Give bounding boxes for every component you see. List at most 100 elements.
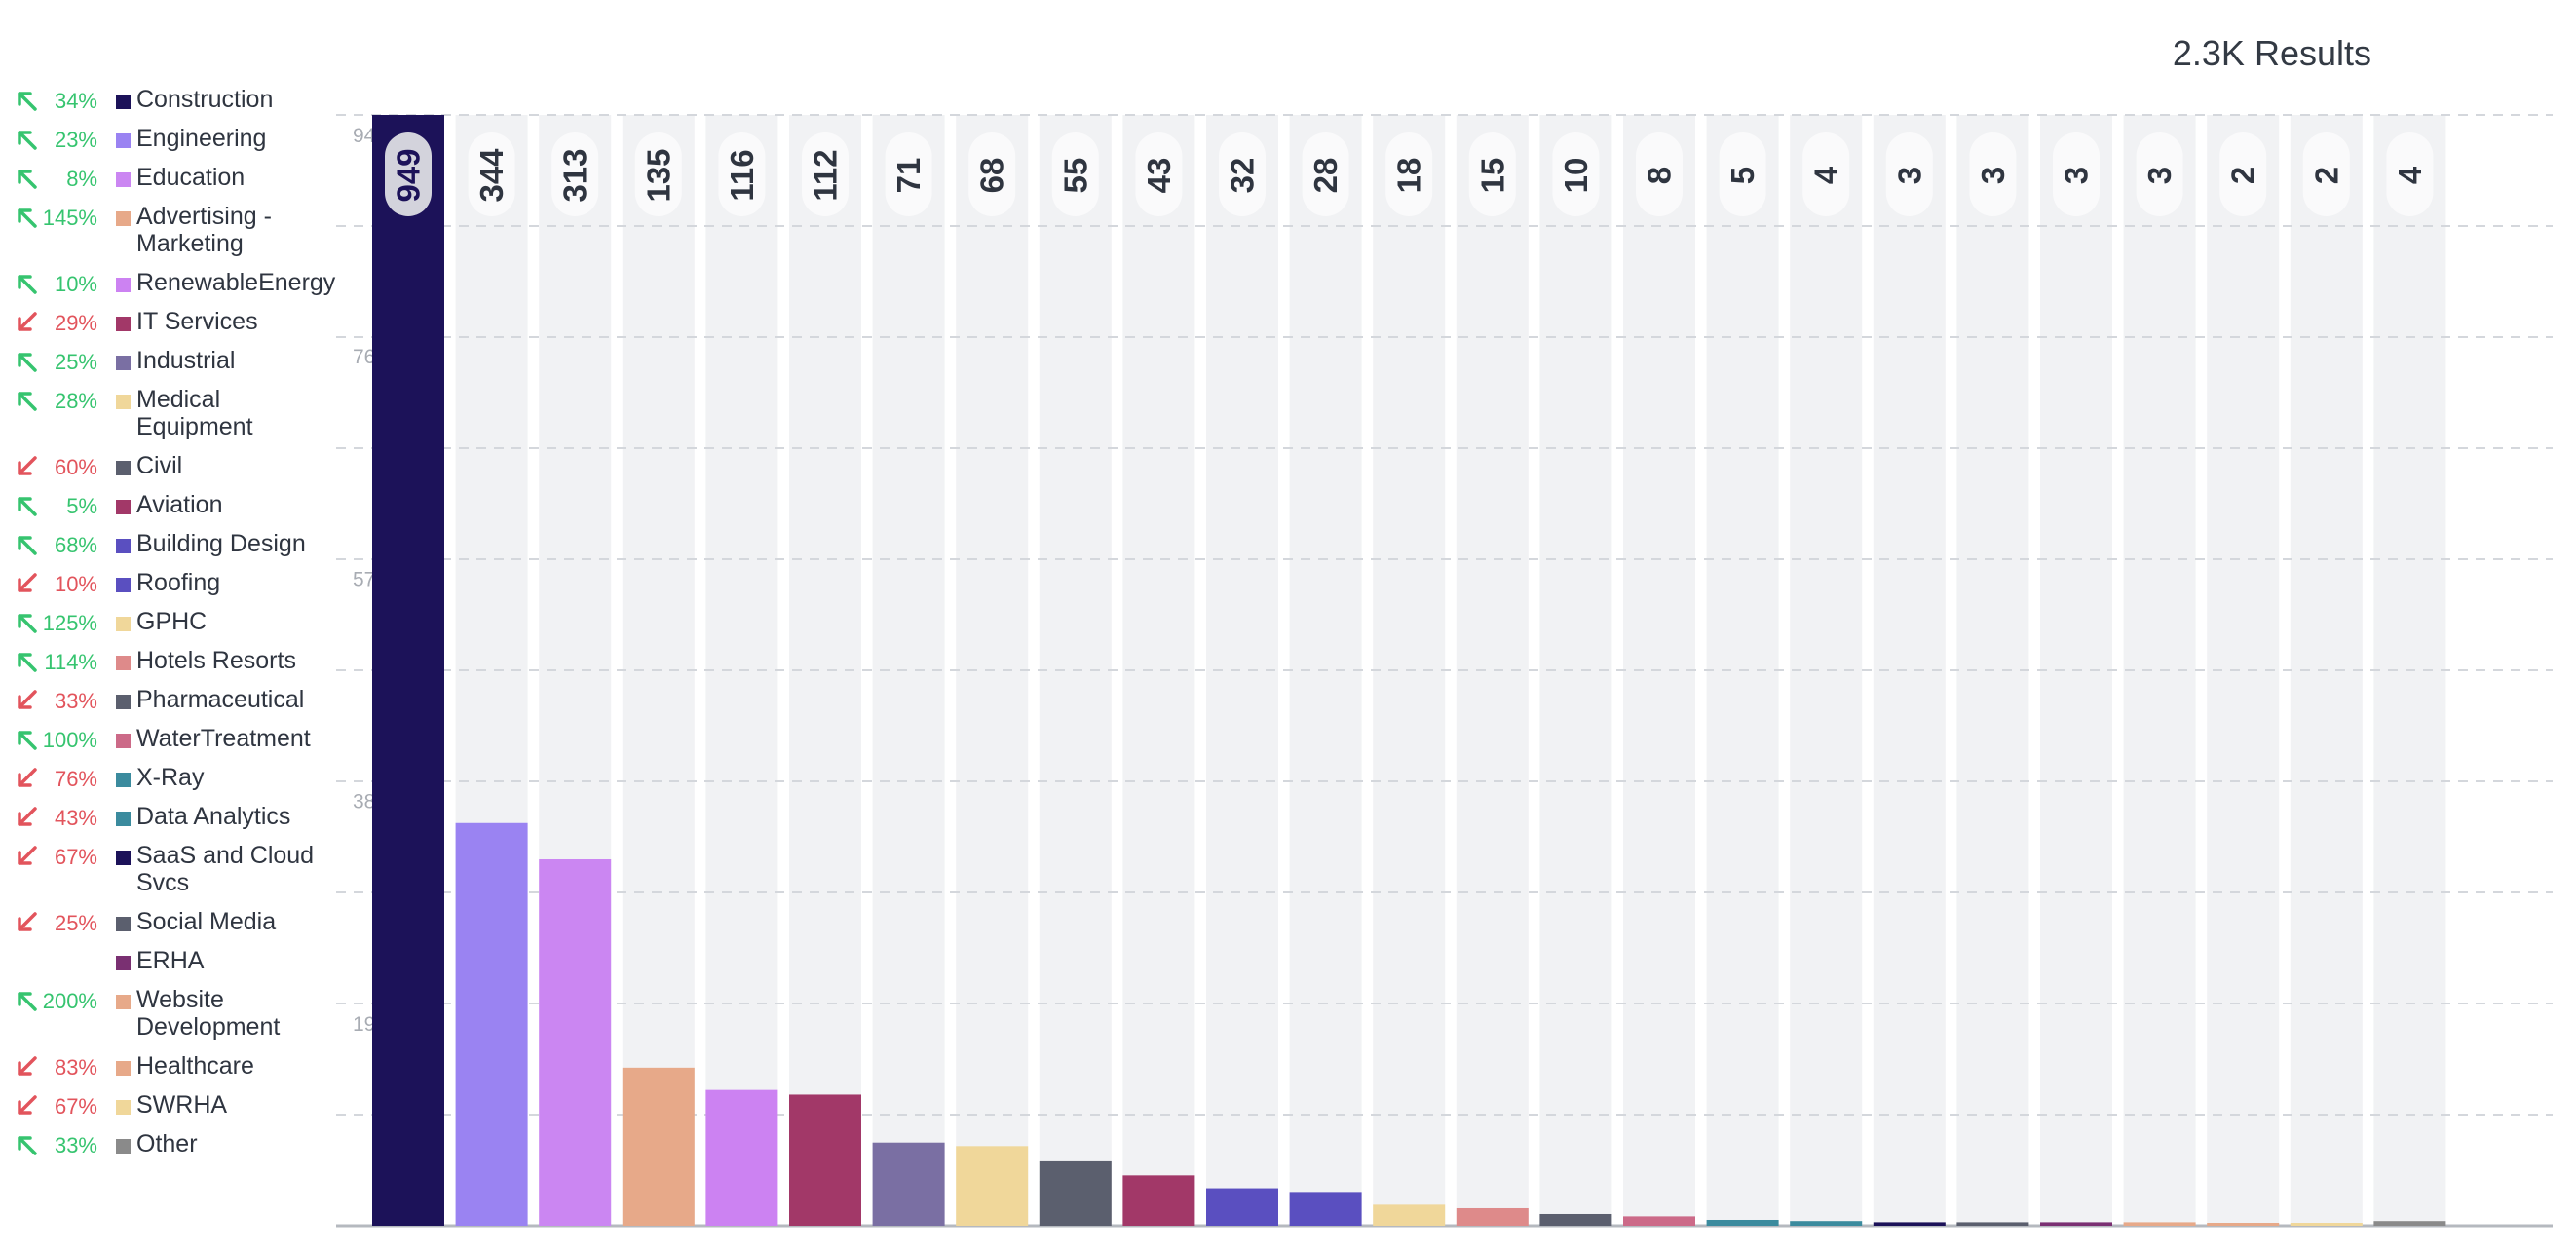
bar-value-pill	[2219, 132, 2267, 216]
trend-up-arrow-icon	[18, 170, 37, 189]
legend-change-percent: 28%	[54, 389, 97, 413]
trend-up-arrow-icon	[18, 392, 37, 411]
legend-change-percent: 125%	[42, 611, 97, 635]
bar-value-label: 5	[1724, 167, 1761, 184]
legend-swatch	[116, 172, 131, 187]
bar	[1122, 1175, 1195, 1226]
legend-label: Advertising - Marketing	[136, 203, 272, 257]
bar-value-label: 135	[640, 148, 676, 202]
legend-label: Website Development	[136, 986, 281, 1041]
bar-value-pill	[2136, 132, 2183, 216]
bar-value-pill	[385, 132, 432, 216]
legend-swatch	[116, 1100, 131, 1115]
legend-label: Engineering	[136, 125, 267, 152]
bar	[2373, 1221, 2446, 1226]
bar-value-pill	[1969, 132, 2017, 216]
bar-value-label: 4	[1808, 166, 1844, 184]
legend-label: IT Services	[136, 308, 258, 335]
bar-value-pill	[968, 132, 1016, 216]
trend-up-arrow-icon	[18, 731, 37, 750]
trend-up-arrow-icon	[18, 275, 37, 294]
legend-change-percent: 76%	[54, 767, 97, 791]
legend-swatch	[116, 356, 131, 370]
bar-value-pill	[1302, 132, 1349, 216]
legend-change-percent: 100%	[42, 728, 97, 752]
bar-value-pill	[468, 132, 515, 216]
legend-label: Construction	[136, 86, 274, 113]
bar-value-pill	[718, 132, 766, 216]
legend-change-percent: 67%	[54, 1094, 97, 1118]
legend-label: GPHC	[136, 608, 208, 635]
legend-change-percent: 33%	[54, 689, 97, 713]
trend-down-arrow-icon	[18, 807, 37, 826]
bar	[1539, 1213, 1612, 1226]
trend-up-arrow-icon	[18, 992, 37, 1011]
trend-up-arrow-icon	[18, 1136, 37, 1155]
legend-change-percent: 34%	[54, 89, 97, 113]
legend-swatch	[116, 656, 131, 670]
bar-value-pill	[1135, 132, 1183, 216]
trend-down-arrow-icon	[18, 1095, 37, 1115]
bar-value-pill	[2053, 132, 2100, 216]
legend-change-percent: 10%	[54, 572, 97, 596]
bar-value-label: 3	[1975, 167, 2011, 184]
legend-label: Hotels Resorts	[136, 647, 296, 674]
bar-value-label: 112	[808, 149, 844, 201]
bar-value-pill	[1636, 132, 1683, 216]
bar-value-pill	[1468, 132, 1516, 216]
bar-value-pill	[2386, 132, 2434, 216]
bar-value-label: 949	[391, 148, 427, 202]
bar-value-label: 68	[974, 158, 1010, 194]
legend: 34% Construction 23% Engineering 8% Education…	[0, 0, 341, 1249]
bar-value-pill	[551, 132, 599, 216]
legend-swatch	[116, 1061, 131, 1076]
bar	[1373, 1204, 1446, 1226]
bar-value-pill	[1385, 132, 1433, 216]
legend-change-percent: 68%	[54, 533, 97, 557]
trend-up-arrow-icon	[18, 536, 37, 555]
legend-swatch	[116, 773, 131, 787]
trend-up-arrow-icon	[18, 208, 37, 228]
trend-down-arrow-icon	[18, 312, 37, 331]
trend-down-arrow-icon	[18, 846, 37, 865]
bar-value-label: 116	[724, 149, 760, 201]
bar	[372, 115, 444, 1226]
trend-up-arrow-icon	[18, 653, 37, 672]
legend-label: WaterTreatment	[136, 725, 311, 752]
bar	[539, 859, 612, 1226]
legend-swatch	[116, 500, 131, 514]
bar-value-label: 3	[2059, 167, 2095, 184]
bar	[1873, 1222, 1946, 1226]
legend-swatch	[116, 539, 131, 553]
legend-swatch	[116, 395, 131, 409]
bar-value-pill	[1885, 132, 1933, 216]
bar-value-label: 344	[474, 148, 510, 203]
legend-swatch	[116, 317, 131, 331]
bar	[455, 822, 528, 1226]
legend-label: Medical Equipment	[136, 386, 253, 440]
trend-down-arrow-icon	[18, 768, 37, 787]
bar	[705, 1089, 778, 1226]
bar-value-label: 2	[2308, 167, 2344, 184]
bar-value-pill	[885, 132, 932, 216]
legend-label: Roofing	[136, 569, 221, 596]
bar-value-label: 18	[1391, 158, 1427, 194]
bar-value-pill	[802, 132, 849, 216]
legend-swatch	[116, 812, 131, 826]
bar	[1456, 1207, 1529, 1226]
trend-down-arrow-icon	[18, 573, 37, 592]
trend-down-arrow-icon	[18, 456, 37, 475]
bar-value-pill	[1802, 132, 1850, 216]
legend-label: Data Analytics	[136, 803, 291, 830]
bar	[2290, 1223, 2363, 1226]
legend-label: Aviation	[136, 491, 223, 518]
trend-up-arrow-icon	[18, 92, 37, 111]
bar-value-label: 15	[1474, 158, 1510, 194]
legend-change-percent: 60%	[54, 455, 97, 479]
legend-swatch	[116, 917, 131, 931]
bar	[1039, 1160, 1112, 1226]
legend-swatch	[116, 956, 131, 970]
bar	[872, 1142, 945, 1226]
bar-value-pill	[1552, 132, 1600, 216]
bar-value-label: 313	[557, 148, 593, 202]
